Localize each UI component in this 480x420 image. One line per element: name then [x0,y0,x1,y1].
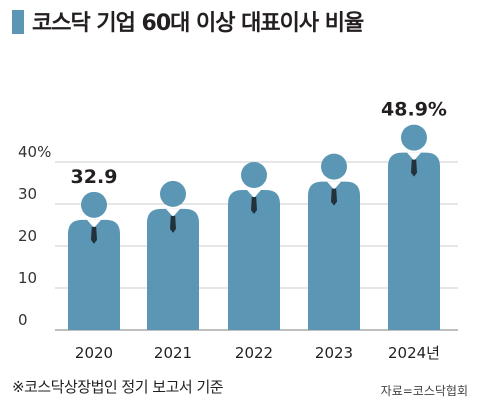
person-bar [147,180,199,330]
shirt-collar [87,219,101,228]
necktie [331,188,337,206]
shirt-collar [247,190,261,198]
person-bar [228,162,280,330]
x-tick-label: 2021 [154,344,192,362]
source-credit: 자료=코스닥협회 [380,384,468,398]
x-tick-label: 2024년 [388,344,440,362]
person-bar [388,124,440,330]
shirt-collar [407,152,421,161]
person-head [401,124,427,151]
person-body [228,190,280,330]
shirt-collar [166,208,180,217]
shirt-collar [327,181,341,190]
footnote: ※코스닥상장법인 정기 보고서 기준 [12,378,224,396]
data-label: 48.9% [381,99,447,121]
person-head [241,162,267,188]
person-body [308,181,360,330]
y-tick-label: 30 [18,185,37,203]
data-label: 32.9 [71,166,118,188]
necktie [251,197,257,214]
x-tick-label: 2020 [75,344,113,362]
person-body [388,152,440,330]
person-head [81,191,107,218]
person-body [68,219,120,330]
title-accent-bar [12,10,24,34]
necktie [411,159,417,177]
person-bar [308,153,360,330]
x-tick-label: 2023 [315,344,353,362]
chart-title: 코스닥 기업 60대 이상 대표이사 비율 [32,11,364,36]
y-tick-label: 0 [18,311,28,329]
person-body [147,208,199,330]
necktie [91,226,97,244]
person-head [321,153,347,180]
y-tick-label: 20 [18,227,37,245]
person-bar [68,191,120,330]
y-tick-label: 40% [18,143,51,161]
necktie [170,215,176,233]
x-tick-label: 2022 [235,344,273,362]
person-head [160,180,186,207]
y-tick-label: 10 [18,269,37,287]
